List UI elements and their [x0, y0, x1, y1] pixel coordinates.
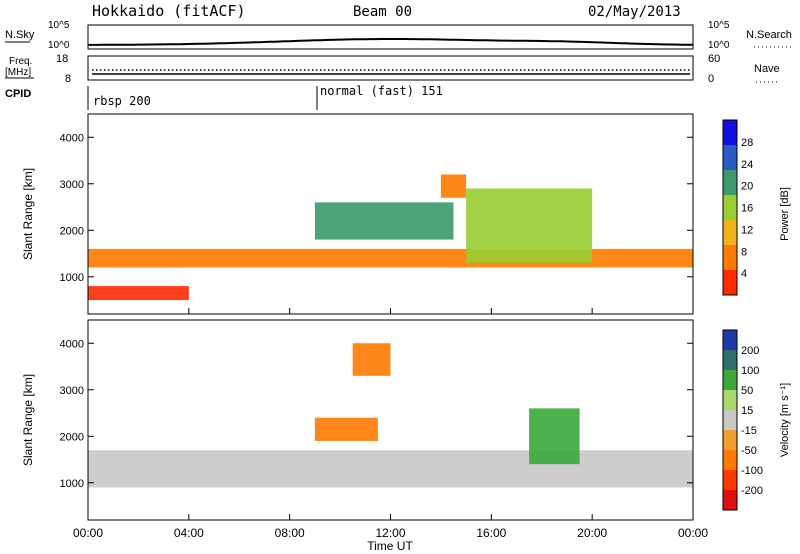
cpid-mode-2: normal (fast) 151: [320, 84, 443, 98]
velocity-colorbar: 200 100 50 15 -15 -50 -100 -200: [722, 329, 763, 511]
feature-3: [529, 408, 580, 465]
nsky-label: N.Sky: [5, 29, 35, 41]
power-colorbar: 28 24 20 16 12 8 4: [722, 119, 753, 296]
colorbar-tick-label: 8: [741, 246, 747, 258]
x-tick-label: 00:00: [73, 526, 103, 540]
freq-unit: [MHz]: [5, 67, 31, 78]
power-colorbar-label: Power [dB]: [779, 187, 791, 241]
colorbar-tick-label: 50: [741, 385, 753, 397]
colorbar-swatch: [723, 120, 737, 145]
y-tick-label: 2000: [60, 225, 84, 237]
time-x-axis: 00:00 04:00 08:00 12:00 16:00 20:00 00:00: [73, 308, 708, 540]
x-tick-label: 00:00: [678, 526, 708, 540]
nsky-tick-top: 10^5: [48, 20, 70, 31]
colorbar-swatch: [723, 490, 737, 510]
colorbar-tick-label: 15: [741, 405, 753, 417]
x-tick-label: 12:00: [375, 526, 405, 540]
date-title: 02/May/2013: [588, 4, 681, 20]
colorbar-swatch: [723, 470, 737, 490]
y-tick-label: 1000: [60, 272, 84, 284]
feature-1: [88, 286, 189, 301]
power-y-label: Slant Range [km]: [21, 168, 35, 260]
y-tick-label: 3000: [60, 179, 84, 191]
colorbar-swatch: [723, 330, 737, 350]
x-tick-label: 08:00: [275, 526, 305, 540]
velocity-y-label: Slant Range [km]: [21, 374, 35, 466]
colorbar-swatch: [723, 430, 737, 450]
colorbar-tick-label: 28: [741, 137, 753, 149]
velocity-y-axis: 1000 2000 3000 4000: [60, 338, 693, 490]
colorbar-tick-label: 100: [741, 365, 759, 377]
nsky-panel-frame: [87, 24, 694, 50]
cpid-label: CPID: [5, 88, 31, 100]
nave-label: Nave: [754, 63, 780, 75]
y-tick-label: 2000: [60, 431, 84, 443]
colorbar-tick-label: 16: [741, 203, 753, 215]
colorbar-tick-label: 20: [741, 181, 753, 193]
feature-2: [314, 202, 454, 240]
colorbar-swatch: [723, 450, 737, 470]
freq-tick-bottom: 8: [65, 73, 71, 85]
y-tick-label: 4000: [60, 132, 84, 144]
y-tick-label: 4000: [60, 338, 84, 350]
y-tick-label: 3000: [60, 385, 84, 397]
nave-tick-bottom: 0: [708, 73, 714, 85]
feature-2: [352, 343, 391, 376]
freq-panel-frame: [87, 55, 694, 81]
colorbar-tick-label: 12: [741, 224, 753, 236]
nsearch-label: N.Search: [746, 29, 792, 41]
colorbar-tick-label: 200: [741, 345, 759, 357]
time-x-label: Time UT: [367, 539, 413, 553]
nsearch-tick-bottom: 10^0: [708, 40, 730, 51]
colorbar-tick-label: -100: [741, 465, 763, 477]
freq-tick-top: 18: [56, 53, 68, 65]
colorbar-tick-label: -200: [741, 485, 763, 497]
colorbar-tick-label: 24: [741, 159, 753, 171]
y-tick-label: 1000: [60, 478, 84, 490]
colorbar-frame: [722, 329, 738, 511]
velocity-colorbar-label: Velocity [m s⁻¹]: [779, 383, 791, 457]
power-heatmap: [88, 174, 693, 301]
nsky-trace: [88, 38, 694, 46]
colorbar-swatch: [723, 145, 737, 170]
colorbar-frame: [722, 119, 738, 296]
cpid-mode-1: rbsp 200: [93, 94, 151, 108]
nsearch-tick-top: 10^5: [708, 20, 730, 31]
colorbar-swatch: [723, 350, 737, 370]
colorbar-tick-label: 4: [741, 268, 747, 280]
colorbar-swatch: [723, 370, 737, 390]
colorbar-tick-label: -15: [741, 425, 757, 437]
colorbar-swatch: [723, 390, 737, 410]
freq-label: Freq.: [9, 56, 32, 67]
x-tick-label: 16:00: [476, 526, 506, 540]
colorbar-swatch: [723, 195, 737, 220]
colorbar-swatch: [723, 170, 737, 195]
feature-0: [88, 248, 693, 268]
beam-title: Beam 00: [353, 4, 412, 20]
colorbar-swatch: [723, 245, 737, 270]
colorbar-swatch: [723, 220, 737, 245]
station-title: Hokkaido (fitACF): [92, 2, 246, 20]
nave-tick-top: 60: [708, 53, 720, 65]
feature-4: [466, 188, 593, 263]
nsky-tick-bottom: 10^0: [48, 40, 70, 51]
feature-3: [440, 174, 467, 198]
power-y-axis: 1000 2000 3000 4000: [60, 132, 693, 284]
x-tick-label: 20:00: [577, 526, 607, 540]
colorbar-swatch: [723, 410, 737, 430]
colorbar-swatch: [723, 270, 737, 295]
velocity-heatmap: [88, 343, 693, 488]
feature-0: [88, 450, 693, 488]
x-tick-label: 04:00: [174, 526, 204, 540]
feature-1: [314, 417, 378, 441]
colorbar-tick-label: -50: [741, 445, 757, 457]
